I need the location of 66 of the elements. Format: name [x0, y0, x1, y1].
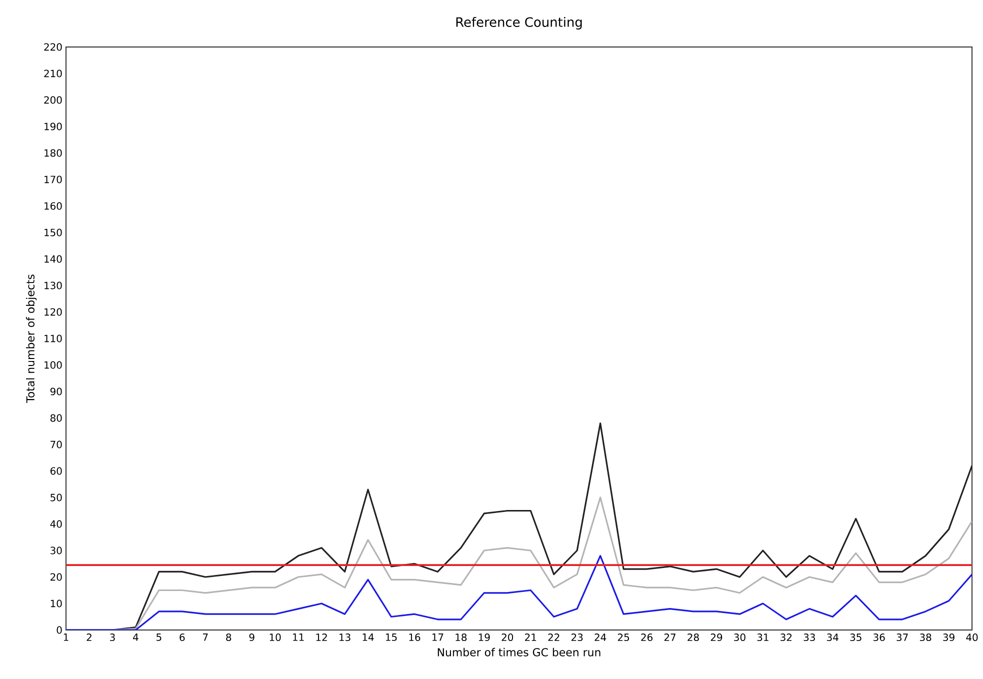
- x-tick-label: 6: [180, 634, 185, 642]
- x-tick-label: 38: [920, 634, 932, 642]
- y-tick-label: 60: [50, 467, 62, 475]
- x-tick-label: 20: [502, 634, 514, 642]
- y-tick-label: 110: [44, 334, 62, 342]
- x-tick-label: 27: [664, 634, 676, 641]
- x-tick-label: 30: [734, 634, 746, 642]
- x-tick-label: 2: [86, 634, 92, 641]
- x-tick-label: 34: [827, 634, 838, 642]
- x-tick-label: 17: [432, 634, 444, 641]
- x-tick-label: 9: [249, 634, 254, 642]
- y-tick-label: 130: [44, 282, 62, 290]
- x-tick-label: 8: [226, 634, 232, 642]
- y-tick-label: 150: [44, 228, 62, 236]
- y-tick-label: 30: [50, 546, 62, 554]
- x-tick-label: 21: [525, 634, 536, 641]
- x-tick-label: 12: [316, 634, 327, 641]
- y-tick-label: 100: [44, 361, 62, 369]
- x-tick-label: 29: [710, 634, 722, 642]
- x-axis-title: Number of times GC been run: [438, 648, 600, 656]
- x-tick-label: 19: [478, 634, 490, 642]
- x-tick-label: 25: [618, 634, 630, 642]
- x-tick-label: 35: [850, 634, 862, 642]
- x-tick-label: 7: [203, 634, 208, 641]
- x-tick-label: 4: [133, 634, 138, 641]
- x-tick-label: 1: [64, 634, 68, 641]
- x-tick-label: 31: [757, 634, 768, 642]
- x-tick-label: 36: [874, 634, 885, 642]
- y-tick-label: 180: [44, 149, 62, 157]
- y-tick-label: 70: [50, 440, 62, 448]
- y-tick-label: 220: [44, 43, 62, 51]
- x-tick-label: 39: [943, 634, 954, 642]
- x-tick-label: 28: [688, 634, 699, 642]
- x-tick-label: 13: [340, 634, 350, 642]
- x-tick-label: 11: [293, 634, 304, 641]
- x-tick-label: 14: [362, 634, 374, 641]
- x-tick-label: 5: [156, 634, 162, 641]
- x-tick-label: 37: [896, 634, 908, 642]
- y-axis-title: Total number of objects: [26, 274, 37, 403]
- x-tick-label: 10: [270, 634, 281, 642]
- y-tick-label: 20: [50, 573, 62, 581]
- y-tick-label: 200: [44, 96, 62, 104]
- y-tick-label: 10: [50, 600, 62, 608]
- y-tick-label: 90: [50, 388, 62, 396]
- x-tick-label: 32: [780, 634, 792, 642]
- x-tick-label: 24: [594, 634, 606, 641]
- x-tick-label: 18: [456, 634, 467, 642]
- x-tick-label: 3: [110, 634, 115, 642]
- y-tick-label: 40: [50, 520, 62, 528]
- y-tick-label: 120: [44, 308, 62, 316]
- x-tick-label: 40: [966, 634, 978, 642]
- y-tick-label: 80: [50, 414, 62, 422]
- y-tick-label: 190: [44, 122, 62, 130]
- x-tick-label: 23: [571, 634, 583, 642]
- y-tick-label: 210: [44, 70, 62, 78]
- x-tick-label: 26: [641, 634, 652, 642]
- y-tick-label: 170: [44, 176, 62, 184]
- y-tick-label: 160: [44, 202, 62, 210]
- y-tick-label: 0: [56, 626, 62, 634]
- chart-title: Reference Counting: [456, 16, 582, 30]
- y-tick-label: 140: [44, 255, 62, 263]
- x-tick-label: 22: [548, 634, 560, 641]
- y-tick-label: 50: [50, 494, 62, 502]
- x-tick-label: 15: [386, 634, 397, 641]
- x-tick-label: 33: [804, 634, 815, 642]
- x-tick-label: 16: [409, 634, 420, 642]
